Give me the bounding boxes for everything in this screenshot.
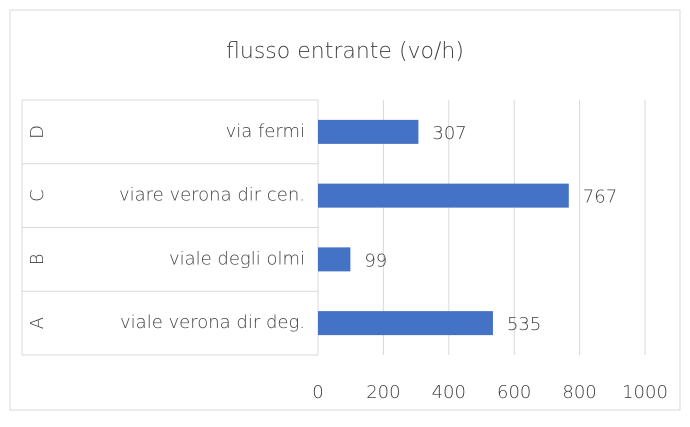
y-tick-label: viare verona dir cen. — [119, 185, 305, 206]
group-label: C — [27, 189, 48, 202]
bar — [318, 311, 493, 336]
group-label: B — [27, 253, 48, 265]
data-label: 535 — [507, 314, 541, 335]
x-tick-label: 1000 — [622, 382, 668, 403]
group-label: D — [27, 125, 48, 139]
x-tick-label: 600 — [497, 382, 531, 403]
data-label: 767 — [583, 187, 617, 208]
bar — [318, 183, 569, 208]
bar — [318, 119, 419, 144]
x-tick-label: 400 — [432, 382, 466, 403]
x-tick-label: 0 — [312, 382, 323, 403]
y-tick-label: via fermi — [226, 121, 305, 142]
bar — [318, 247, 351, 272]
y-tick-label: viale verona dir deg. — [120, 312, 305, 333]
chart-border — [9, 9, 681, 411]
y-tick-label: viale degli olmi — [169, 248, 305, 269]
x-tick-label: 200 — [366, 382, 400, 403]
x-tick-label: 800 — [562, 382, 596, 403]
data-label: 99 — [364, 250, 387, 271]
data-label: 307 — [432, 123, 466, 144]
chart-title: flusso entrante (vo/h) — [226, 39, 464, 64]
group-label: A — [27, 317, 48, 329]
